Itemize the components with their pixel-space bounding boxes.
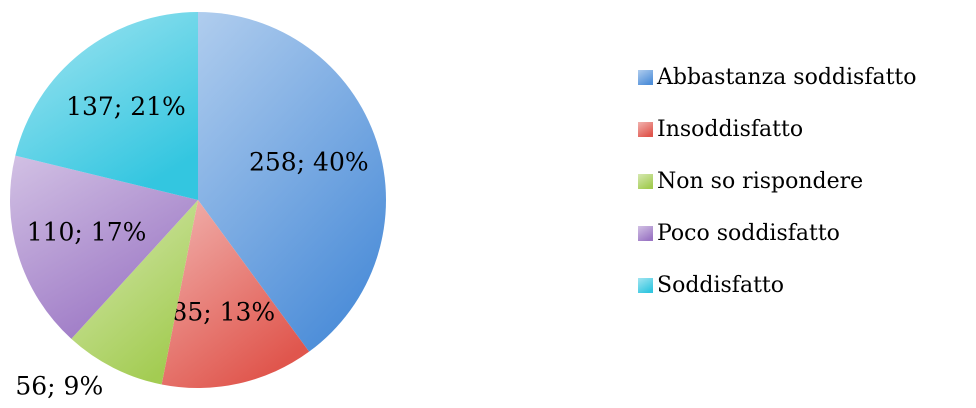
data-label: 56; 9% (15, 372, 103, 401)
legend-label: Insoddisfatto (657, 117, 803, 142)
data-label: 258; 40% (249, 147, 369, 176)
legend-swatch (638, 226, 653, 241)
data-label: 110; 17% (27, 218, 147, 247)
legend-swatch (638, 122, 653, 137)
data-label: 137; 21% (66, 92, 186, 121)
pie-slice (9, 155, 198, 339)
legend-label: Soddisfatto (657, 273, 784, 298)
pie-slice (198, 12, 386, 352)
pie-slice (15, 12, 198, 200)
legend-label: Abbastanza soddisfatto (656, 65, 917, 90)
legend-swatch (638, 278, 653, 293)
legend-label: Poco soddisfatto (657, 221, 840, 246)
legend-swatch (638, 70, 653, 85)
pie-slice (71, 200, 198, 385)
legend-swatch (638, 174, 653, 189)
data-label: 85; 13% (171, 297, 275, 326)
legend-label: Non so rispondere (657, 169, 863, 194)
pie-slice (161, 200, 310, 388)
